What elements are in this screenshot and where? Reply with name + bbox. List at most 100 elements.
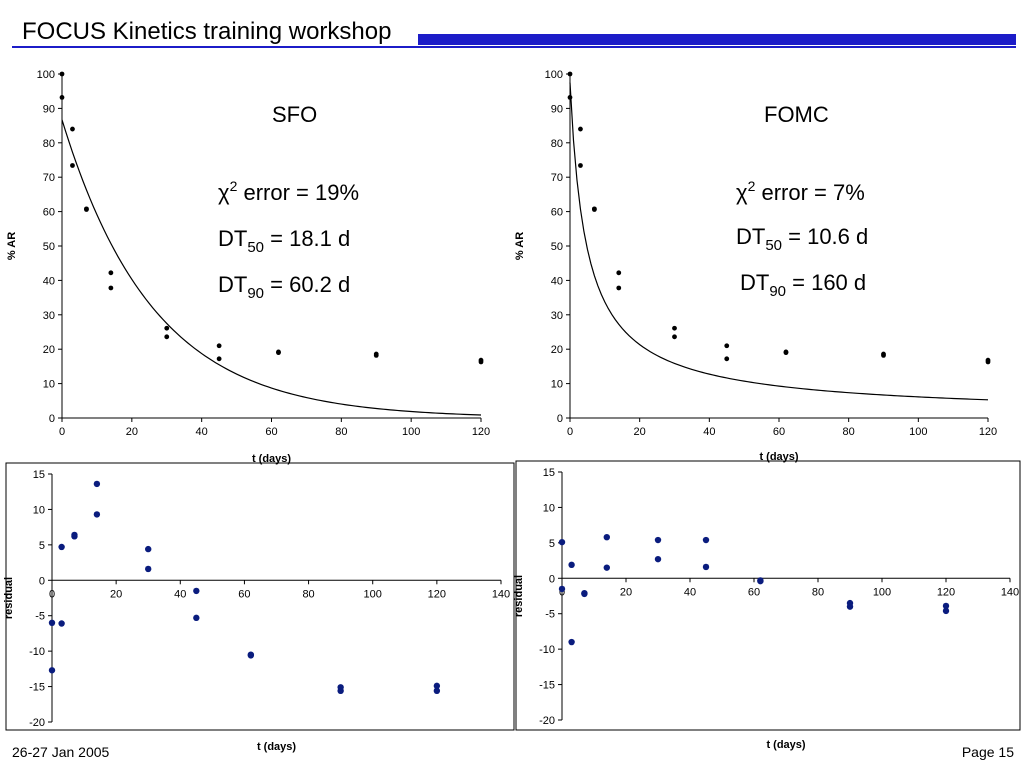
x-tick-label: 140 [1001,586,1019,598]
data-point [757,577,764,585]
data-point [58,543,65,551]
data-point [578,126,583,132]
plot-frame [5,462,515,731]
data-point [603,564,610,571]
data-point [108,285,114,291]
dt50-value: = 10.6 d [782,224,869,249]
x-tick-label: 100 [909,426,927,438]
chi-value: error = 7% [755,180,865,205]
sfo-dt90: DT90 = 60.2 d [218,272,350,302]
data-point [373,352,379,358]
y-tick-label: -5 [545,609,555,621]
fomc-dt50: DT50 = 10.6 d [736,224,869,254]
y-tick-label: -15 [29,682,45,694]
y-tick-label: -15 [539,680,555,692]
y-tick-label: 100 [37,69,55,81]
y-tick-label: 40 [551,275,563,287]
x-tick-label: 120 [428,588,446,600]
x-tick-label: 40 [174,588,186,600]
y-tick-label: 80 [551,138,563,150]
y-tick-label: 10 [551,379,563,391]
data-point [58,620,65,627]
dt50-value: = 18.1 d [264,226,351,251]
y-tick-label: 70 [43,172,55,184]
data-point [724,356,730,362]
dt90-subscript: 90 [769,283,787,300]
x-tick-label: 0 [567,426,573,438]
y-tick-label: 20 [43,344,55,356]
x-tick-label: 0 [59,426,65,438]
x-tick-label: 20 [126,426,138,438]
x-tick-label: 0 [49,588,55,600]
y-tick-label: 0 [549,573,555,585]
x-tick-label: 60 [748,586,760,598]
sfo-chi-square-error: χ2 error = 19% [218,178,359,206]
data-point [616,285,622,291]
x-tick-label: 80 [302,588,314,600]
data-point [672,334,677,340]
data-point [84,207,89,212]
data-point [881,352,886,358]
y-axis-title: residual [513,575,525,617]
x-tick-label: 140 [492,588,510,600]
data-point [59,94,65,100]
x-tick-label: 40 [703,426,715,438]
data-point [581,589,588,597]
y-tick-label: 90 [551,103,563,115]
data-point [558,538,566,546]
x-tick-label: 120 [472,426,490,438]
dt90-subscript: 90 [247,285,265,302]
x-axis-title: t (days) [766,739,805,751]
data-point [702,563,710,571]
chi-symbol: χ [736,180,748,205]
data-point [145,545,152,553]
data-point [337,687,344,695]
y-axis-title: % AR [6,232,18,260]
x-tick-label: 20 [634,426,646,438]
data-point [654,555,662,563]
data-point [568,561,575,569]
data-point [985,359,991,365]
data-point [48,667,56,674]
fomc-chi-square-error: χ2 error = 7% [736,178,865,206]
data-point [942,607,950,615]
data-point [70,126,75,132]
y-tick-label: 50 [551,241,563,253]
data-point [942,602,950,610]
data-point [108,270,114,276]
footer-date: 26-27 Jan 2005 [12,744,110,760]
y-tick-label: 10 [543,502,555,514]
y-tick-label: 30 [551,310,563,322]
x-tick-label: 40 [196,426,208,438]
y-tick-label: -10 [539,644,555,656]
data-point [193,587,200,595]
chi-superscript: 2 [229,178,238,194]
y-tick-label: 0 [557,413,563,425]
data-point [616,270,622,276]
plot-frame [515,460,1021,731]
data-point [654,536,662,544]
x-tick-label: 60 [238,588,250,600]
data-point [724,343,730,349]
x-tick-label: 80 [843,426,855,438]
data-point [433,682,441,690]
y-tick-label: 0 [49,413,55,425]
slide-title: FOCUS Kinetics training workshop [22,18,392,45]
chi-superscript: 2 [747,178,756,194]
y-tick-label: 20 [551,344,563,356]
x-tick-label: 80 [335,426,347,438]
data-point [164,325,170,331]
data-point [568,638,575,646]
y-tick-label: 100 [545,69,563,81]
y-tick-label: 60 [43,207,55,219]
dt90-prefix: DT [218,272,248,297]
data-point [603,533,610,541]
data-point [702,536,710,544]
x-tick-label: 40 [684,586,696,598]
data-point [93,480,101,488]
x-axis-title: t (days) [252,453,291,465]
y-tick-label: 80 [43,138,55,150]
x-tick-label: 0 [559,586,565,598]
x-tick-label: 20 [620,586,632,598]
dt50-prefix: DT [218,226,248,251]
